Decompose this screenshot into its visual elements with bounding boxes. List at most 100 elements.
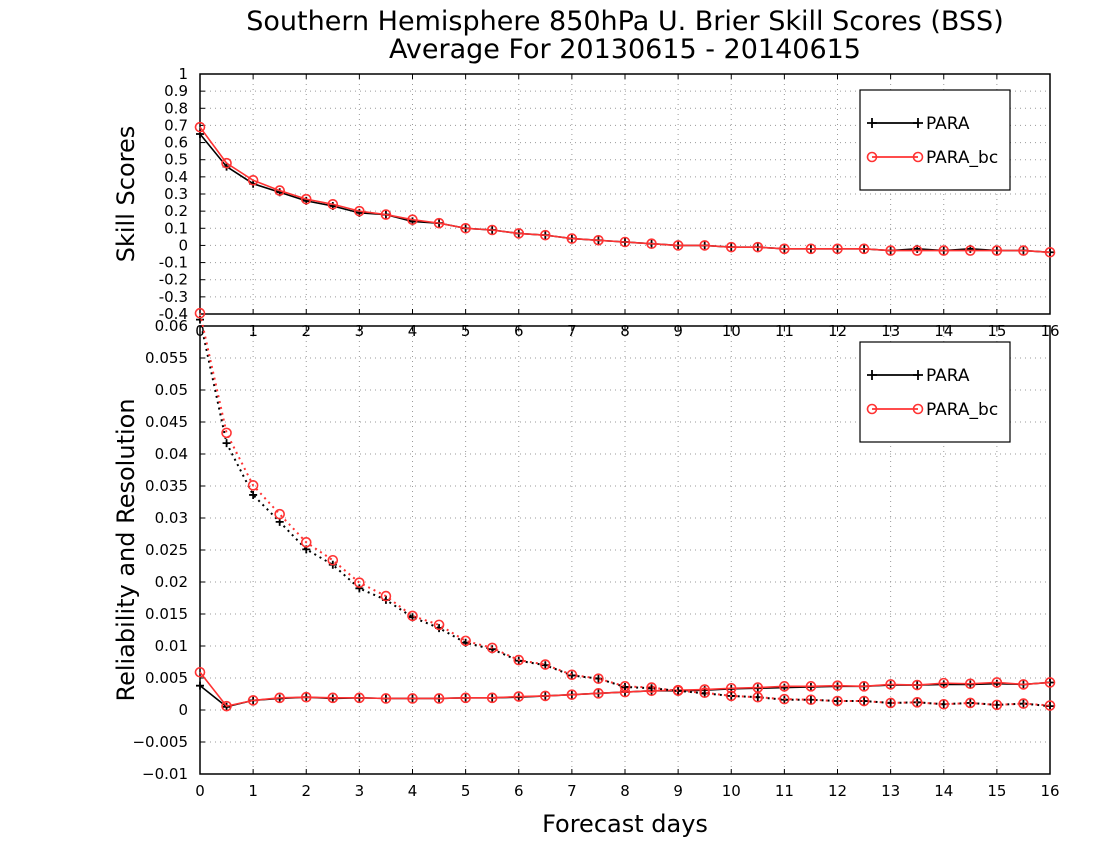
data-point bbox=[300, 691, 312, 703]
data-point bbox=[911, 679, 923, 691]
y-tick-label: 0.7 bbox=[164, 116, 188, 134]
data-point bbox=[619, 681, 631, 692]
data-point bbox=[725, 241, 737, 253]
data-point bbox=[938, 245, 950, 256]
x-tick-label: 7 bbox=[567, 782, 577, 800]
data-point bbox=[619, 236, 631, 248]
x-axis-label: Forecast days bbox=[542, 810, 708, 838]
data-point bbox=[354, 577, 365, 588]
data-point bbox=[779, 243, 790, 255]
data-point bbox=[540, 229, 551, 241]
y-tick-label: 0.03 bbox=[155, 509, 188, 527]
data-point bbox=[991, 245, 1003, 256]
data-point bbox=[832, 695, 843, 707]
data-point bbox=[885, 679, 896, 690]
y-tick-label: 0.055 bbox=[145, 349, 188, 367]
data-point bbox=[699, 240, 710, 251]
data-point bbox=[566, 689, 578, 700]
y-tick-label: 0 bbox=[178, 236, 188, 254]
y-tick-label: 0.035 bbox=[145, 477, 188, 495]
data-point bbox=[380, 209, 392, 220]
series-line-para-bc bbox=[199, 126, 1051, 254]
data-point bbox=[354, 692, 365, 704]
data-point bbox=[247, 480, 259, 491]
data-point bbox=[221, 700, 232, 712]
data-point bbox=[699, 687, 710, 699]
data-point bbox=[249, 490, 258, 499]
y-tick-label: 0.5 bbox=[164, 151, 188, 169]
legend-marker bbox=[913, 118, 923, 128]
x-tick-label: 2 bbox=[301, 782, 311, 800]
data-point bbox=[327, 692, 339, 704]
x-tick-label: 15 bbox=[987, 782, 1006, 800]
data-point bbox=[566, 233, 578, 244]
data-point bbox=[593, 688, 604, 699]
y-tick-label: -0.1 bbox=[159, 254, 188, 272]
data-point bbox=[752, 691, 764, 703]
y-tick-label: 0.02 bbox=[155, 573, 188, 591]
legend-marker bbox=[867, 118, 877, 128]
data-point bbox=[540, 690, 551, 702]
data-point bbox=[247, 695, 259, 706]
data-point bbox=[832, 243, 843, 255]
y-tick-label: 0 bbox=[178, 701, 188, 719]
data-point bbox=[752, 241, 764, 253]
legend-label: PARA_bc bbox=[926, 400, 998, 420]
y-tick-label: 0.05 bbox=[155, 381, 188, 399]
data-point bbox=[938, 698, 950, 710]
data-point bbox=[672, 240, 684, 251]
legend-label: PARA_bc bbox=[926, 148, 998, 168]
data-point bbox=[805, 694, 817, 706]
data-point bbox=[194, 121, 206, 133]
chart-subtitle: Average For 20130615 - 20140615 bbox=[389, 34, 861, 65]
y-tick-label: -0.4 bbox=[159, 305, 188, 323]
x-tick-label: 16 bbox=[1040, 782, 1059, 800]
data-point bbox=[833, 697, 842, 706]
data-point bbox=[433, 217, 445, 229]
data-point bbox=[274, 185, 285, 196]
data-point bbox=[407, 610, 418, 622]
x-tick-label: 14 bbox=[934, 782, 953, 800]
data-point bbox=[327, 554, 339, 566]
legend-box bbox=[859, 89, 1011, 191]
y-tick-label: 0.9 bbox=[164, 82, 188, 100]
data-point bbox=[1018, 245, 1029, 256]
data-point bbox=[991, 677, 1003, 688]
data-point bbox=[858, 681, 870, 692]
data-point bbox=[805, 681, 817, 692]
data-point bbox=[832, 680, 843, 691]
data-point bbox=[911, 697, 923, 708]
y-tick-label: −0.005 bbox=[132, 733, 188, 751]
y-tick-label: 0.005 bbox=[145, 669, 188, 687]
data-point bbox=[1044, 677, 1056, 688]
data-point bbox=[486, 692, 498, 704]
data-point bbox=[460, 692, 471, 704]
y-tick-label: 0.04 bbox=[155, 445, 188, 463]
legend-marker bbox=[912, 403, 924, 415]
legend-label: PARA bbox=[926, 114, 970, 134]
y-tick-label: 0.015 bbox=[145, 605, 188, 623]
legend-marker bbox=[913, 370, 923, 380]
y-tick-label: 0.3 bbox=[164, 185, 188, 203]
data-point bbox=[300, 537, 312, 548]
x-tick-label: 10 bbox=[722, 782, 741, 800]
data-point bbox=[965, 697, 976, 709]
data-point bbox=[672, 685, 684, 697]
data-point bbox=[433, 619, 445, 631]
data-point bbox=[858, 243, 870, 255]
data-point bbox=[858, 695, 870, 707]
x-tick-label: 0 bbox=[195, 782, 205, 800]
data-point bbox=[194, 666, 206, 678]
data-point bbox=[221, 157, 232, 169]
data-point bbox=[991, 699, 1003, 711]
chart-panel-2: −0.01 −0.005 0 0.005 0.01 0.015 0.02 0.025 0.03 0… bbox=[112, 307, 1060, 800]
data-point bbox=[355, 584, 364, 593]
x-tick-label: 13 bbox=[881, 782, 900, 800]
data-point bbox=[965, 678, 976, 690]
data-point bbox=[779, 693, 790, 705]
y-tick-label: -0.2 bbox=[159, 271, 188, 289]
legend-marker bbox=[867, 370, 877, 380]
data-point bbox=[885, 245, 896, 256]
data-point bbox=[1018, 679, 1029, 690]
